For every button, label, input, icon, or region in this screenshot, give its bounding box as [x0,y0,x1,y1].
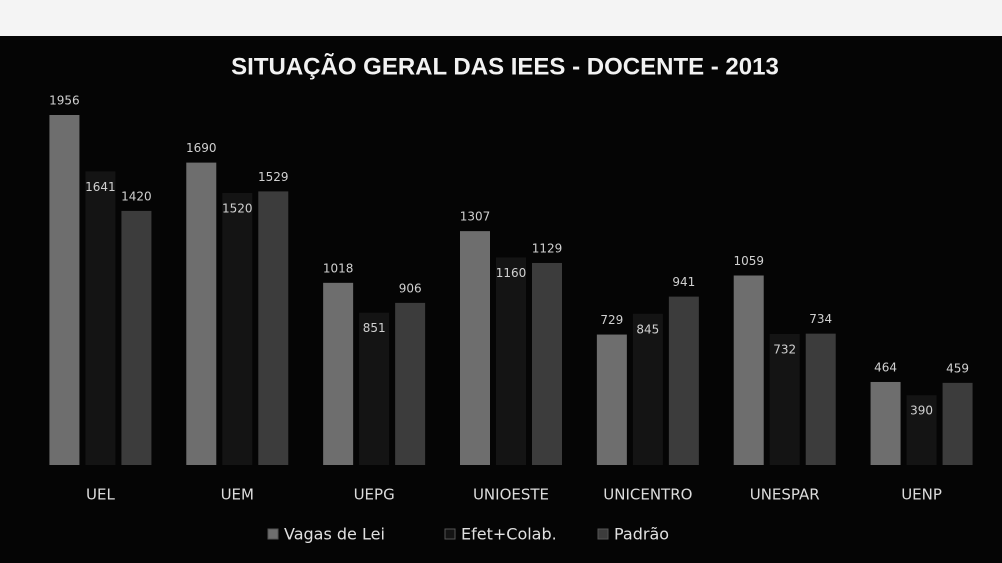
bar [85,171,116,465]
data-label: 851 [363,321,386,335]
data-label: 1307 [460,210,491,224]
x-tick-label: UENP [901,486,942,504]
bar [222,193,253,465]
data-label: 941 [672,275,695,289]
data-label: 1956 [49,94,80,108]
data-label: 390 [910,404,933,418]
legend-label: Padrão [614,525,669,544]
x-tick-label: UNESPAR [750,486,820,504]
data-label: 1018 [323,261,354,275]
bar [632,313,663,465]
bar [121,210,152,465]
bar [733,275,764,465]
data-label: 906 [399,281,422,295]
x-tick-label: UEL [86,486,115,504]
data-label: 464 [874,360,897,374]
bar [460,231,490,465]
bar [323,282,354,465]
bar [395,302,426,465]
legend-label: Efet+Colab. [461,525,557,544]
data-label: 845 [636,322,659,336]
data-label: 1641 [85,180,116,194]
bar [906,395,937,465]
data-label: 1690 [186,141,217,155]
data-label: 1420 [121,189,152,203]
data-label: 732 [773,343,796,357]
bar [496,257,526,465]
bar [805,333,836,465]
data-label: 459 [946,361,969,375]
bar [668,296,699,465]
bar [532,262,562,465]
data-label: 734 [809,312,832,326]
bar [49,115,80,465]
bar [258,191,289,465]
bar [769,334,800,465]
x-tick-label: UNICENTRO [603,486,692,504]
data-label: 1529 [258,170,289,184]
x-tick-label: UEM [221,486,254,504]
x-tick-label: UNIOESTE [473,486,549,504]
chart-title: SITUAÇÃO GERAL DAS IEES - DOCENTE - 2013 [231,52,779,80]
data-label: 1520 [222,202,253,216]
data-label: 729 [600,313,623,327]
bar [186,162,217,465]
bar [942,382,973,465]
legend-swatch [444,528,456,540]
x-tick-label: UEPG [354,486,395,504]
bar [596,334,627,465]
data-label: 1129 [532,241,563,255]
legend-swatch [267,528,279,540]
data-label: 1160 [496,266,527,280]
legend-swatch [597,528,609,540]
bar [359,312,390,465]
legend-label: Vagas de Lei [284,525,385,544]
data-label: 1059 [733,254,764,268]
bar [870,381,901,465]
